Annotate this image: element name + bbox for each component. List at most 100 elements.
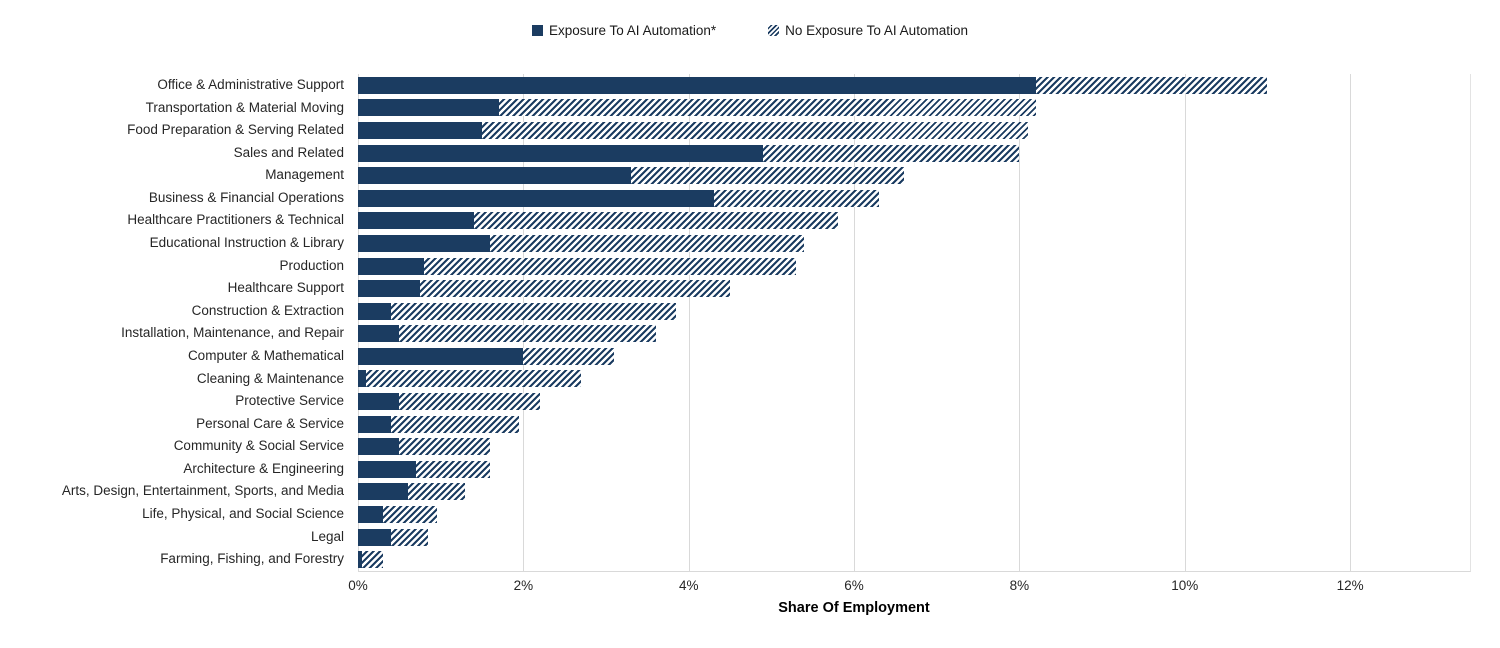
- hatched-square-swatch-icon: [768, 25, 780, 36]
- bar-row: [358, 551, 383, 569]
- gridline: [1019, 74, 1021, 571]
- bar-exposure-segment: [358, 189, 714, 207]
- bar-no-exposure-segment: [630, 167, 904, 185]
- gridline: [358, 74, 359, 571]
- bar-exposure-segment: [358, 460, 416, 478]
- bar-no-exposure-segment: [424, 257, 797, 275]
- bar-row: [358, 302, 677, 320]
- bar-row: [358, 99, 1036, 117]
- bar-no-exposure-segment: [407, 483, 466, 501]
- bar-no-exposure-segment: [415, 460, 491, 478]
- bar-no-exposure-segment: [366, 370, 582, 388]
- bar-no-exposure-segment: [1035, 76, 1268, 94]
- bar-row: [358, 257, 797, 275]
- category-label: Personal Care & Service: [196, 415, 344, 431]
- bar-no-exposure-segment: [391, 415, 520, 433]
- bar-exposure-segment: [358, 167, 631, 185]
- category-label: Life, Physical, and Social Science: [142, 505, 344, 521]
- bar-row: [358, 483, 466, 501]
- category-label: Arts, Design, Entertainment, Sports, and…: [61, 483, 344, 499]
- bar-no-exposure-segment: [763, 144, 1020, 162]
- x-tick-label: 0%: [348, 578, 368, 593]
- legend: Exposure To AI Automation* No Exposure T…: [0, 23, 1500, 38]
- category-label: Computer & Mathematical: [187, 347, 344, 363]
- category-label: Cleaning & Maintenance: [196, 370, 344, 386]
- category-label: Healthcare Practitioners & Technical: [127, 212, 344, 228]
- legend-label-exposure: Exposure To AI Automation*: [549, 23, 717, 38]
- category-labels: Office & Administrative Support Transport…: [0, 74, 352, 571]
- category-label: Architecture & Engineering: [183, 460, 344, 476]
- category-label: Legal: [310, 528, 344, 544]
- legend-item-no-exposure: No Exposure To AI Automation: [768, 23, 968, 38]
- bar-exposure-segment: [358, 212, 474, 230]
- bar-no-exposure-segment: [498, 99, 1036, 117]
- x-tick-label: 6%: [844, 578, 864, 593]
- category-label: Construction & Extraction: [191, 302, 344, 318]
- bar-no-exposure-segment: [391, 302, 677, 320]
- bar-no-exposure-segment: [399, 325, 656, 343]
- bar-row: [358, 393, 540, 411]
- bar-exposure-segment: [358, 551, 363, 569]
- bar-no-exposure-segment: [391, 528, 429, 546]
- bar-row: [358, 189, 879, 207]
- x-axis-title: Share Of Employment: [778, 600, 930, 616]
- bar-no-exposure-segment: [523, 347, 615, 365]
- bar-exposure-segment: [358, 393, 400, 411]
- bar-no-exposure-segment: [490, 234, 805, 252]
- bar-no-exposure-segment: [399, 438, 491, 456]
- category-label: Installation, Maintenance, and Repair: [121, 325, 344, 341]
- bar-row: [358, 460, 491, 478]
- bar-exposure-segment: [358, 438, 400, 456]
- category-label: Healthcare Support: [227, 280, 344, 296]
- legend-item-exposure: Exposure To AI Automation*: [532, 23, 716, 38]
- bar-row: [358, 234, 805, 252]
- bar-exposure-segment: [358, 528, 392, 546]
- legend-label-no-exposure: No Exposure To AI Automation: [785, 23, 968, 38]
- x-tick-label: 8%: [1009, 578, 1030, 593]
- category-label: Educational Instruction & Library: [149, 235, 344, 251]
- bar-exposure-segment: [358, 144, 764, 162]
- bar-row: [358, 144, 1020, 162]
- category-label: Community & Social Service: [173, 438, 344, 454]
- gridline: [1350, 74, 1352, 571]
- x-tick-label: 12%: [1336, 578, 1364, 593]
- bar-exposure-segment: [358, 99, 499, 117]
- bar-exposure-segment: [358, 347, 524, 365]
- bar-no-exposure-segment: [382, 506, 437, 524]
- plot-area: [358, 74, 1471, 572]
- category-label: Business & Financial Operations: [148, 189, 344, 205]
- bar-no-exposure-segment: [399, 393, 540, 411]
- category-label: Food Preparation & Serving Related: [127, 122, 344, 138]
- bar-row: [358, 167, 904, 185]
- bar-no-exposure-segment: [420, 280, 731, 298]
- gridline: [854, 74, 856, 571]
- solid-square-swatch-icon: [532, 25, 543, 36]
- bar-no-exposure-segment: [482, 121, 1028, 139]
- category-label: Production: [279, 257, 344, 273]
- bar-exposure-segment: [358, 415, 392, 433]
- gridline: [523, 74, 525, 571]
- bar-row: [358, 415, 520, 433]
- bar-row: [358, 347, 615, 365]
- bar-row: [358, 325, 656, 343]
- bar-row: [358, 438, 491, 456]
- category-label: Farming, Fishing, and Forestry: [160, 551, 344, 567]
- bar-no-exposure-segment: [473, 212, 838, 230]
- bar-row: [358, 280, 731, 298]
- x-tick-label: 4%: [678, 578, 699, 593]
- bar-exposure-segment: [358, 121, 482, 139]
- gridline: [688, 74, 690, 571]
- bar-exposure-segment: [358, 370, 367, 388]
- category-label: Management: [265, 167, 344, 183]
- category-label: Office & Administrative Support: [157, 77, 344, 92]
- bar-exposure-segment: [358, 257, 425, 275]
- category-label: Transportation & Material Moving: [145, 99, 344, 115]
- x-tick-label: 2%: [513, 578, 534, 593]
- bar-row: [358, 76, 1268, 94]
- category-label: Protective Service: [235, 393, 344, 409]
- bar-exposure-segment: [358, 280, 420, 298]
- bar-exposure-segment: [358, 234, 491, 252]
- category-label: Sales and Related: [233, 144, 344, 160]
- x-axis-ticks: 0% 2% 4% 6% 8% 10% 12%: [348, 578, 1470, 594]
- gridline: [1184, 74, 1186, 571]
